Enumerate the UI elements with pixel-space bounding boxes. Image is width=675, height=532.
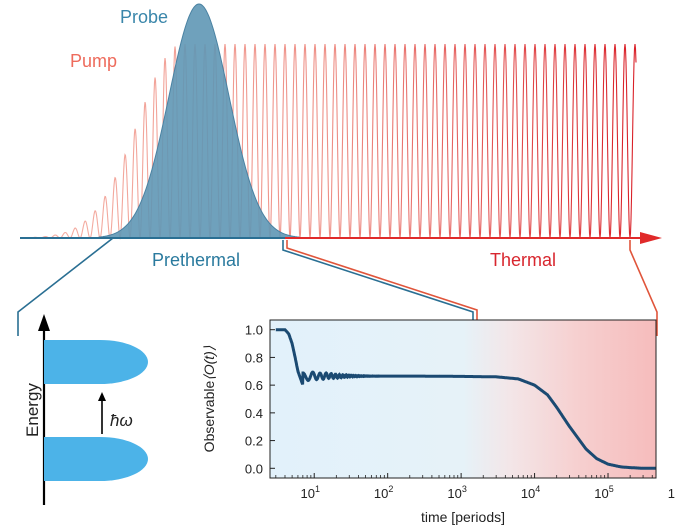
thermal-label: Thermal [490, 250, 556, 270]
x-tick-label-3: 104 [521, 484, 540, 501]
y-tick-label-3: 0.6 [245, 378, 263, 393]
probe-pulse [98, 3, 300, 239]
y-tick-label-4: 0.8 [245, 350, 263, 365]
y-axis-label-symbol: ⟨O(t)⟩ [201, 345, 217, 381]
y-axis-label-text: Observable [201, 381, 217, 453]
observable-plot: 0.0 0.2 0.4 0.6 0.8 1.0 101 102 103 104 105 106 tim… [201, 319, 675, 525]
pump-label: Pump [70, 51, 117, 71]
y-tick-label-5: 1.0 [245, 323, 263, 338]
y-tick-label-1: 0.2 [245, 434, 263, 449]
energy-axis-arrowhead [38, 314, 50, 331]
x-tick-label-0: 101 [300, 484, 319, 501]
probe-label: Probe [120, 7, 168, 27]
x-axis-label: time [periods] [421, 509, 505, 525]
plot-frame [269, 319, 657, 479]
x-tick-label-1: 102 [374, 484, 393, 501]
upper-energy-band [44, 340, 148, 384]
y-tick-label-2: 0.4 [245, 406, 263, 421]
plot-background [270, 320, 656, 478]
x-tick-label-5: 106 [668, 484, 675, 501]
x-tick-label-2: 103 [447, 484, 466, 501]
zoom-connector-right [629, 240, 658, 336]
x-tick-label-4: 105 [594, 484, 613, 501]
prethermal-label: Prethermal [152, 250, 240, 270]
y-axis-label: Observable⟨O(t)⟩ [201, 345, 217, 452]
time-axis [20, 232, 662, 244]
pump-wave [20, 43, 637, 241]
plot-ticks: 0.0 0.2 0.4 0.6 0.8 1.0 101 102 103 104 105 106 [245, 323, 675, 501]
photon-arrow-head [98, 392, 106, 401]
time-axis-arrowhead [640, 232, 662, 244]
observable-series-line [275, 328, 656, 470]
lower-energy-band [44, 437, 148, 481]
photon-energy-label: ħω [110, 411, 133, 430]
zoom-connector-left [17, 237, 114, 336]
energy-panel: Energy ħω [23, 314, 148, 505]
energy-axis-label: Energy [23, 383, 42, 437]
pump-oscillation-line [20, 43, 637, 241]
y-tick-label-0: 0.0 [245, 461, 263, 476]
